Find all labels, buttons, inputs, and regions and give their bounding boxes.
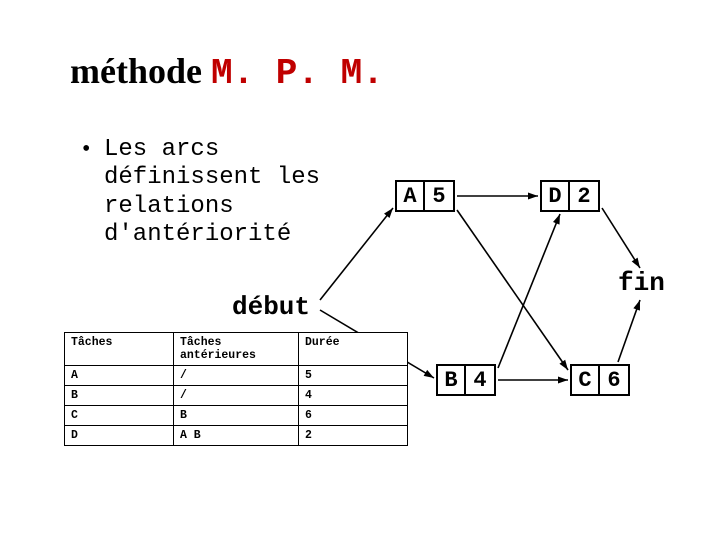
node-b-value: 4	[466, 366, 494, 394]
th-duree: Durée	[299, 333, 408, 366]
node-a: A 5	[395, 180, 455, 212]
node-c-value: 6	[600, 366, 628, 394]
node-a-value: 5	[425, 182, 453, 210]
node-a-label: A	[397, 182, 425, 210]
node-d: D 2	[540, 180, 600, 212]
node-b-label: B	[438, 366, 466, 394]
title-acronym: M. P. M.	[211, 53, 384, 94]
cell: A	[65, 366, 174, 386]
cell: A B	[174, 426, 299, 446]
cell: 6	[299, 406, 408, 426]
node-d-label: D	[542, 182, 570, 210]
table-row: C B 6	[65, 406, 408, 426]
node-b: B 4	[436, 364, 496, 396]
th-taches: Tâches	[65, 333, 174, 366]
cell: 2	[299, 426, 408, 446]
cell: /	[174, 386, 299, 406]
slide: { "title": { "serif": "méthode ", "mono"…	[0, 0, 720, 540]
cell: C	[65, 406, 174, 426]
table-row: D A B 2	[65, 426, 408, 446]
cell: 5	[299, 366, 408, 386]
label-fin: fin	[618, 268, 665, 298]
title-prefix: méthode	[70, 51, 211, 91]
node-c: C 6	[570, 364, 630, 396]
node-c-label: C	[572, 366, 600, 394]
slide-title: méthode M. P. M.	[70, 50, 384, 94]
task-table-head: Tâches Tâches antérieures Durée	[65, 333, 408, 366]
table-row: A / 5	[65, 366, 408, 386]
th-anterieures: Tâches antérieures	[174, 333, 299, 366]
task-table-body: A / 5 B / 4 C B 6 D A B 2	[65, 366, 408, 446]
bullet-dot: •	[82, 136, 90, 163]
cell: D	[65, 426, 174, 446]
cell: 4	[299, 386, 408, 406]
cell: B	[174, 406, 299, 426]
bullet-text: Les arcs définissent les relations d'ant…	[104, 136, 320, 249]
table-row: B / 4	[65, 386, 408, 406]
cell: B	[65, 386, 174, 406]
task-table: Tâches Tâches antérieures Durée A / 5 B …	[64, 332, 408, 446]
cell: /	[174, 366, 299, 386]
node-d-value: 2	[570, 182, 598, 210]
label-debut: début	[232, 292, 310, 322]
